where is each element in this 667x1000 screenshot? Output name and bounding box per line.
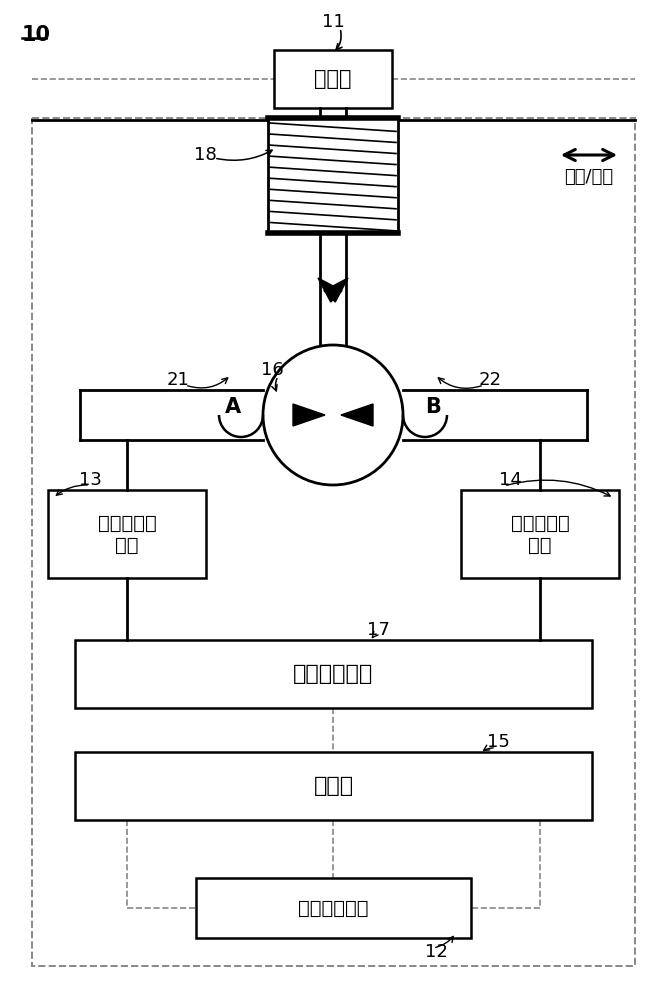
Bar xyxy=(32,118,635,966)
Text: 21: 21 xyxy=(167,371,189,389)
Text: 控制器: 控制器 xyxy=(313,776,354,796)
Text: 第一压力传
感器: 第一压力传 感器 xyxy=(97,514,156,554)
Polygon shape xyxy=(341,404,373,426)
Text: 22: 22 xyxy=(478,371,502,389)
Text: 收缆/放缆: 收缆/放缆 xyxy=(564,168,614,186)
Text: 18: 18 xyxy=(193,146,216,164)
Text: 第二压力传
感器: 第二压力传 感器 xyxy=(511,514,570,554)
Bar xyxy=(48,490,206,578)
Bar xyxy=(461,490,619,578)
Polygon shape xyxy=(293,404,325,426)
Text: 13: 13 xyxy=(79,471,101,489)
Text: 15: 15 xyxy=(486,733,510,751)
Bar xyxy=(75,752,592,820)
Bar xyxy=(75,640,592,708)
Bar xyxy=(196,878,471,938)
Bar xyxy=(274,50,392,108)
Text: 10: 10 xyxy=(22,25,51,45)
Text: B: B xyxy=(425,397,441,417)
Text: 11: 11 xyxy=(321,13,344,31)
Text: 16: 16 xyxy=(261,361,283,379)
Circle shape xyxy=(263,345,403,485)
Text: 17: 17 xyxy=(367,621,390,639)
Text: 编码器: 编码器 xyxy=(314,69,352,89)
Text: 加速度传感器: 加速度传感器 xyxy=(298,898,369,918)
Text: A: A xyxy=(225,397,241,417)
Text: 12: 12 xyxy=(425,943,448,961)
Polygon shape xyxy=(318,278,342,302)
Text: 液压控制装置: 液压控制装置 xyxy=(293,664,374,684)
Polygon shape xyxy=(324,278,348,302)
Text: 14: 14 xyxy=(498,471,522,489)
